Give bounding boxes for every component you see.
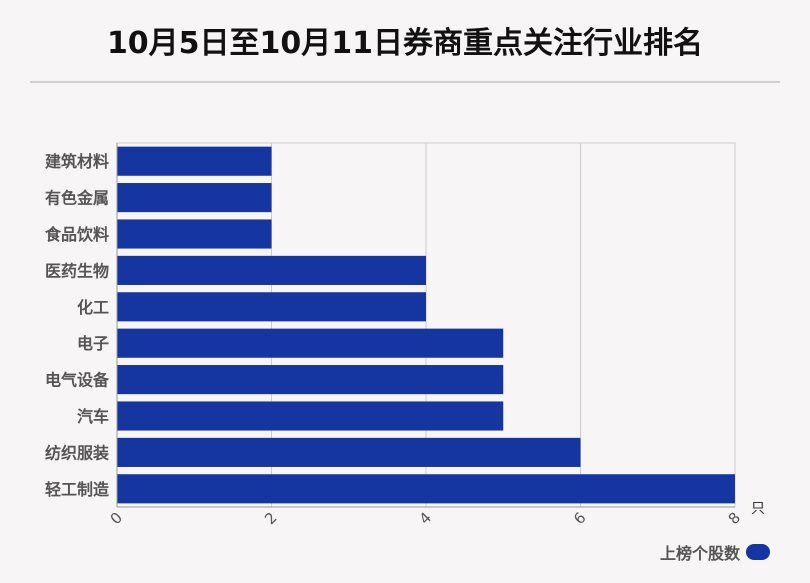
bar [117,437,581,467]
y-category-label: 轻工制造 [45,480,110,499]
y-category-label: 医药生物 [45,261,109,280]
x-tick-label: 6 [570,509,589,528]
bar [117,146,272,176]
bar [117,328,504,358]
y-category-label: 电气设备 [45,371,110,390]
bar [117,219,272,249]
bar [117,255,426,285]
y-category-label: 有色金属 [45,189,109,208]
legend[interactable]: 上榜个股数 [660,541,770,563]
y-category-label: 电子 [77,334,109,353]
x-tick-label: 2 [261,509,280,528]
title-divider [30,81,780,83]
x-tick-label: 0 [107,509,126,528]
x-tick-label: 8 [725,509,744,528]
bar [117,401,504,431]
y-category-label: 食品饮料 [44,225,109,244]
y-category-label: 建筑材料 [45,152,109,171]
x-tick-label: 4 [416,509,435,528]
legend-swatch [746,544,770,560]
y-category-label: 纺织服装 [45,443,109,462]
chart-title: 10月5日至10月11日券商重点关注行业排名 [106,26,704,61]
bar [117,365,504,395]
legend-label: 上榜个股数 [659,544,740,563]
x-axis-unit: 只 [751,501,765,517]
bar [117,292,426,322]
y-category-label: 化工 [77,298,109,317]
bar [117,474,735,504]
y-category-label: 汽车 [77,407,109,426]
bar [117,183,272,213]
